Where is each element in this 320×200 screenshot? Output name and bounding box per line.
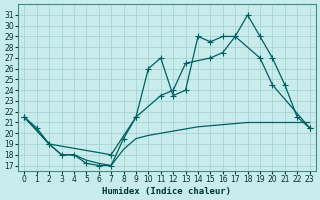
X-axis label: Humidex (Indice chaleur): Humidex (Indice chaleur) xyxy=(102,187,231,196)
